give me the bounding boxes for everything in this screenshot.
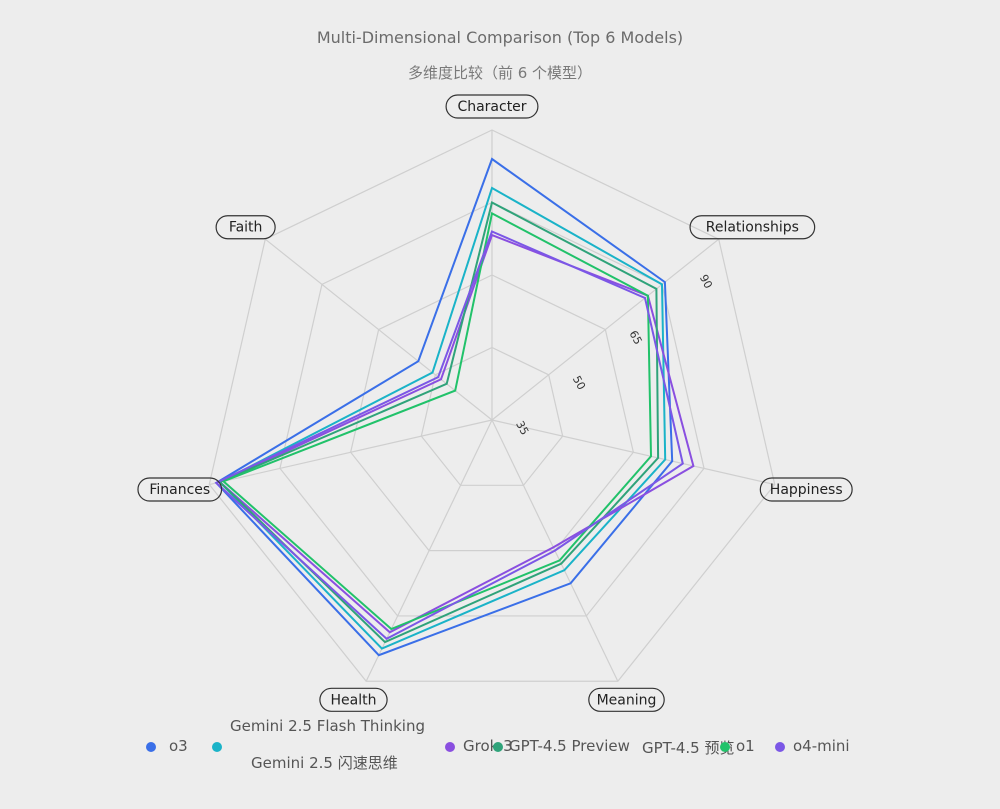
axis-label-happiness: Happiness: [759, 477, 853, 502]
legend-dot-icon: [720, 742, 730, 752]
axis-label-text: Health: [331, 692, 377, 708]
legend-label-cn: Gemini 2.5 闪速思维: [251, 754, 398, 772]
series-line-3: [218, 201, 660, 644]
axis-label-relationships: Relationships: [689, 215, 816, 240]
legend-label: GPT-4.5 预览: [642, 739, 735, 757]
grid-ring: [349, 274, 635, 552]
legend-label: GPT-4.5 Preview: [509, 737, 630, 755]
axis-label-text: Finances: [149, 482, 210, 498]
series-line-4: [221, 211, 653, 631]
axis-label-text: Faith: [229, 220, 263, 236]
legend-dot-icon: [493, 742, 503, 752]
axis-label-health: Health: [319, 687, 388, 712]
radial-tick-label: 35: [513, 419, 531, 438]
legend-dot-icon: [146, 742, 156, 752]
axis-label-pill: [759, 477, 853, 502]
axis-label-character: Character: [445, 94, 539, 119]
radar-grid: [208, 129, 776, 682]
chart-title: Multi-Dimensional Comparison (Top 6 Mode…: [316, 28, 684, 47]
radial-tick-label: 65: [627, 328, 645, 347]
grid-spoke: [491, 238, 720, 421]
radial-tick-label: 50: [570, 374, 588, 393]
legend-label: o1: [736, 737, 755, 755]
series-line-2: [218, 233, 695, 634]
axis-labels: Character Relationships Happiness Meaning He…: [137, 94, 853, 712]
axis-label-text: Meaning: [597, 692, 657, 708]
axis-label-finances: Finances: [137, 477, 223, 502]
legend-label: o3: [169, 737, 188, 755]
legend-label: o4-mini: [793, 737, 850, 755]
series-line-5: [214, 230, 684, 641]
series-line-0: [214, 157, 674, 657]
grid-spoke: [264, 238, 493, 421]
axis-label-pill: [588, 687, 665, 712]
chart-subtitle: 多维度比较（前 6 个模型）: [407, 64, 593, 82]
axis-label-pill: [319, 687, 388, 712]
series-group: [214, 157, 695, 657]
grid-ring: [279, 201, 705, 617]
legend-label: Gemini 2.5 Flash Thinking: [230, 717, 425, 735]
legend-dot-icon: [445, 742, 455, 752]
legend-dot-icon: [775, 742, 785, 752]
radial-ticks: 35 50 65 90: [513, 272, 715, 437]
axis-label-meaning: Meaning: [588, 687, 665, 712]
series-line-1: [218, 186, 667, 650]
axis-label-pill: [137, 477, 223, 502]
grid-ring: [420, 346, 564, 486]
axis-label-text: Relationships: [706, 220, 799, 236]
axis-label-pill: [215, 215, 276, 240]
radial-tick-label: 90: [697, 272, 715, 291]
grid-spoke: [491, 419, 775, 486]
legend-dot-icon: [212, 742, 222, 752]
axis-label-pill: [445, 94, 539, 119]
axis-label-text: Character: [457, 99, 526, 115]
axis-label-faith: Faith: [215, 215, 276, 240]
grid-ring: [208, 129, 776, 682]
axis-label-text: Happiness: [770, 482, 843, 498]
legend-label: Grok 3: [463, 737, 513, 755]
grid-spoke: [209, 419, 493, 486]
axis-label-pill: [689, 215, 816, 240]
